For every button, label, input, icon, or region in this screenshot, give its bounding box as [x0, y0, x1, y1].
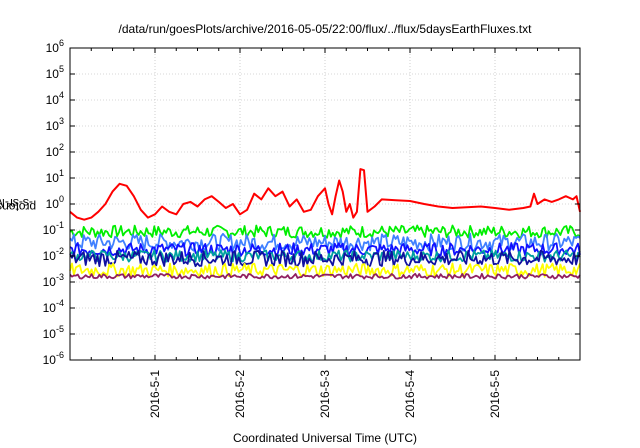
- y-tick-label: 104: [46, 90, 64, 107]
- series-line: [69, 272, 581, 280]
- y-tick-label: 10-5: [43, 324, 64, 341]
- y-tick-label: 100: [46, 194, 64, 211]
- y-tick-label: 10-4: [43, 298, 64, 315]
- x-tick-label: 2016-5-1: [148, 370, 162, 418]
- series-line: [69, 168, 581, 221]
- y-tick-label: 10-6: [43, 350, 64, 367]
- y-tick-label: 10-2: [43, 246, 64, 263]
- y-tick-label: 103: [46, 116, 64, 133]
- y-tick-label: 105: [46, 64, 64, 81]
- x-tick-label: 2016-5-4: [403, 370, 417, 418]
- series-line: [69, 249, 581, 268]
- y-tick-label: 102: [46, 142, 64, 159]
- chart-title: /data/run/goesPlots/archive/2016-05-05/2…: [118, 22, 532, 36]
- x-tick-label: 2016-5-5: [488, 370, 502, 418]
- x-tick-label: 2016-5-2: [233, 370, 247, 418]
- series-line: [69, 249, 581, 263]
- series-line: [69, 262, 581, 278]
- x-axis-label: Coordinated Universal Time (UTC): [232, 431, 418, 445]
- y-tick-label: 101: [46, 168, 64, 185]
- x-tick-label: 2016-5-3: [318, 370, 332, 418]
- y-tick-label: 10-3: [43, 272, 64, 289]
- y-tick-label: 10-1: [43, 220, 64, 237]
- series-line: [69, 232, 581, 252]
- y-tick-label: 106: [46, 38, 64, 55]
